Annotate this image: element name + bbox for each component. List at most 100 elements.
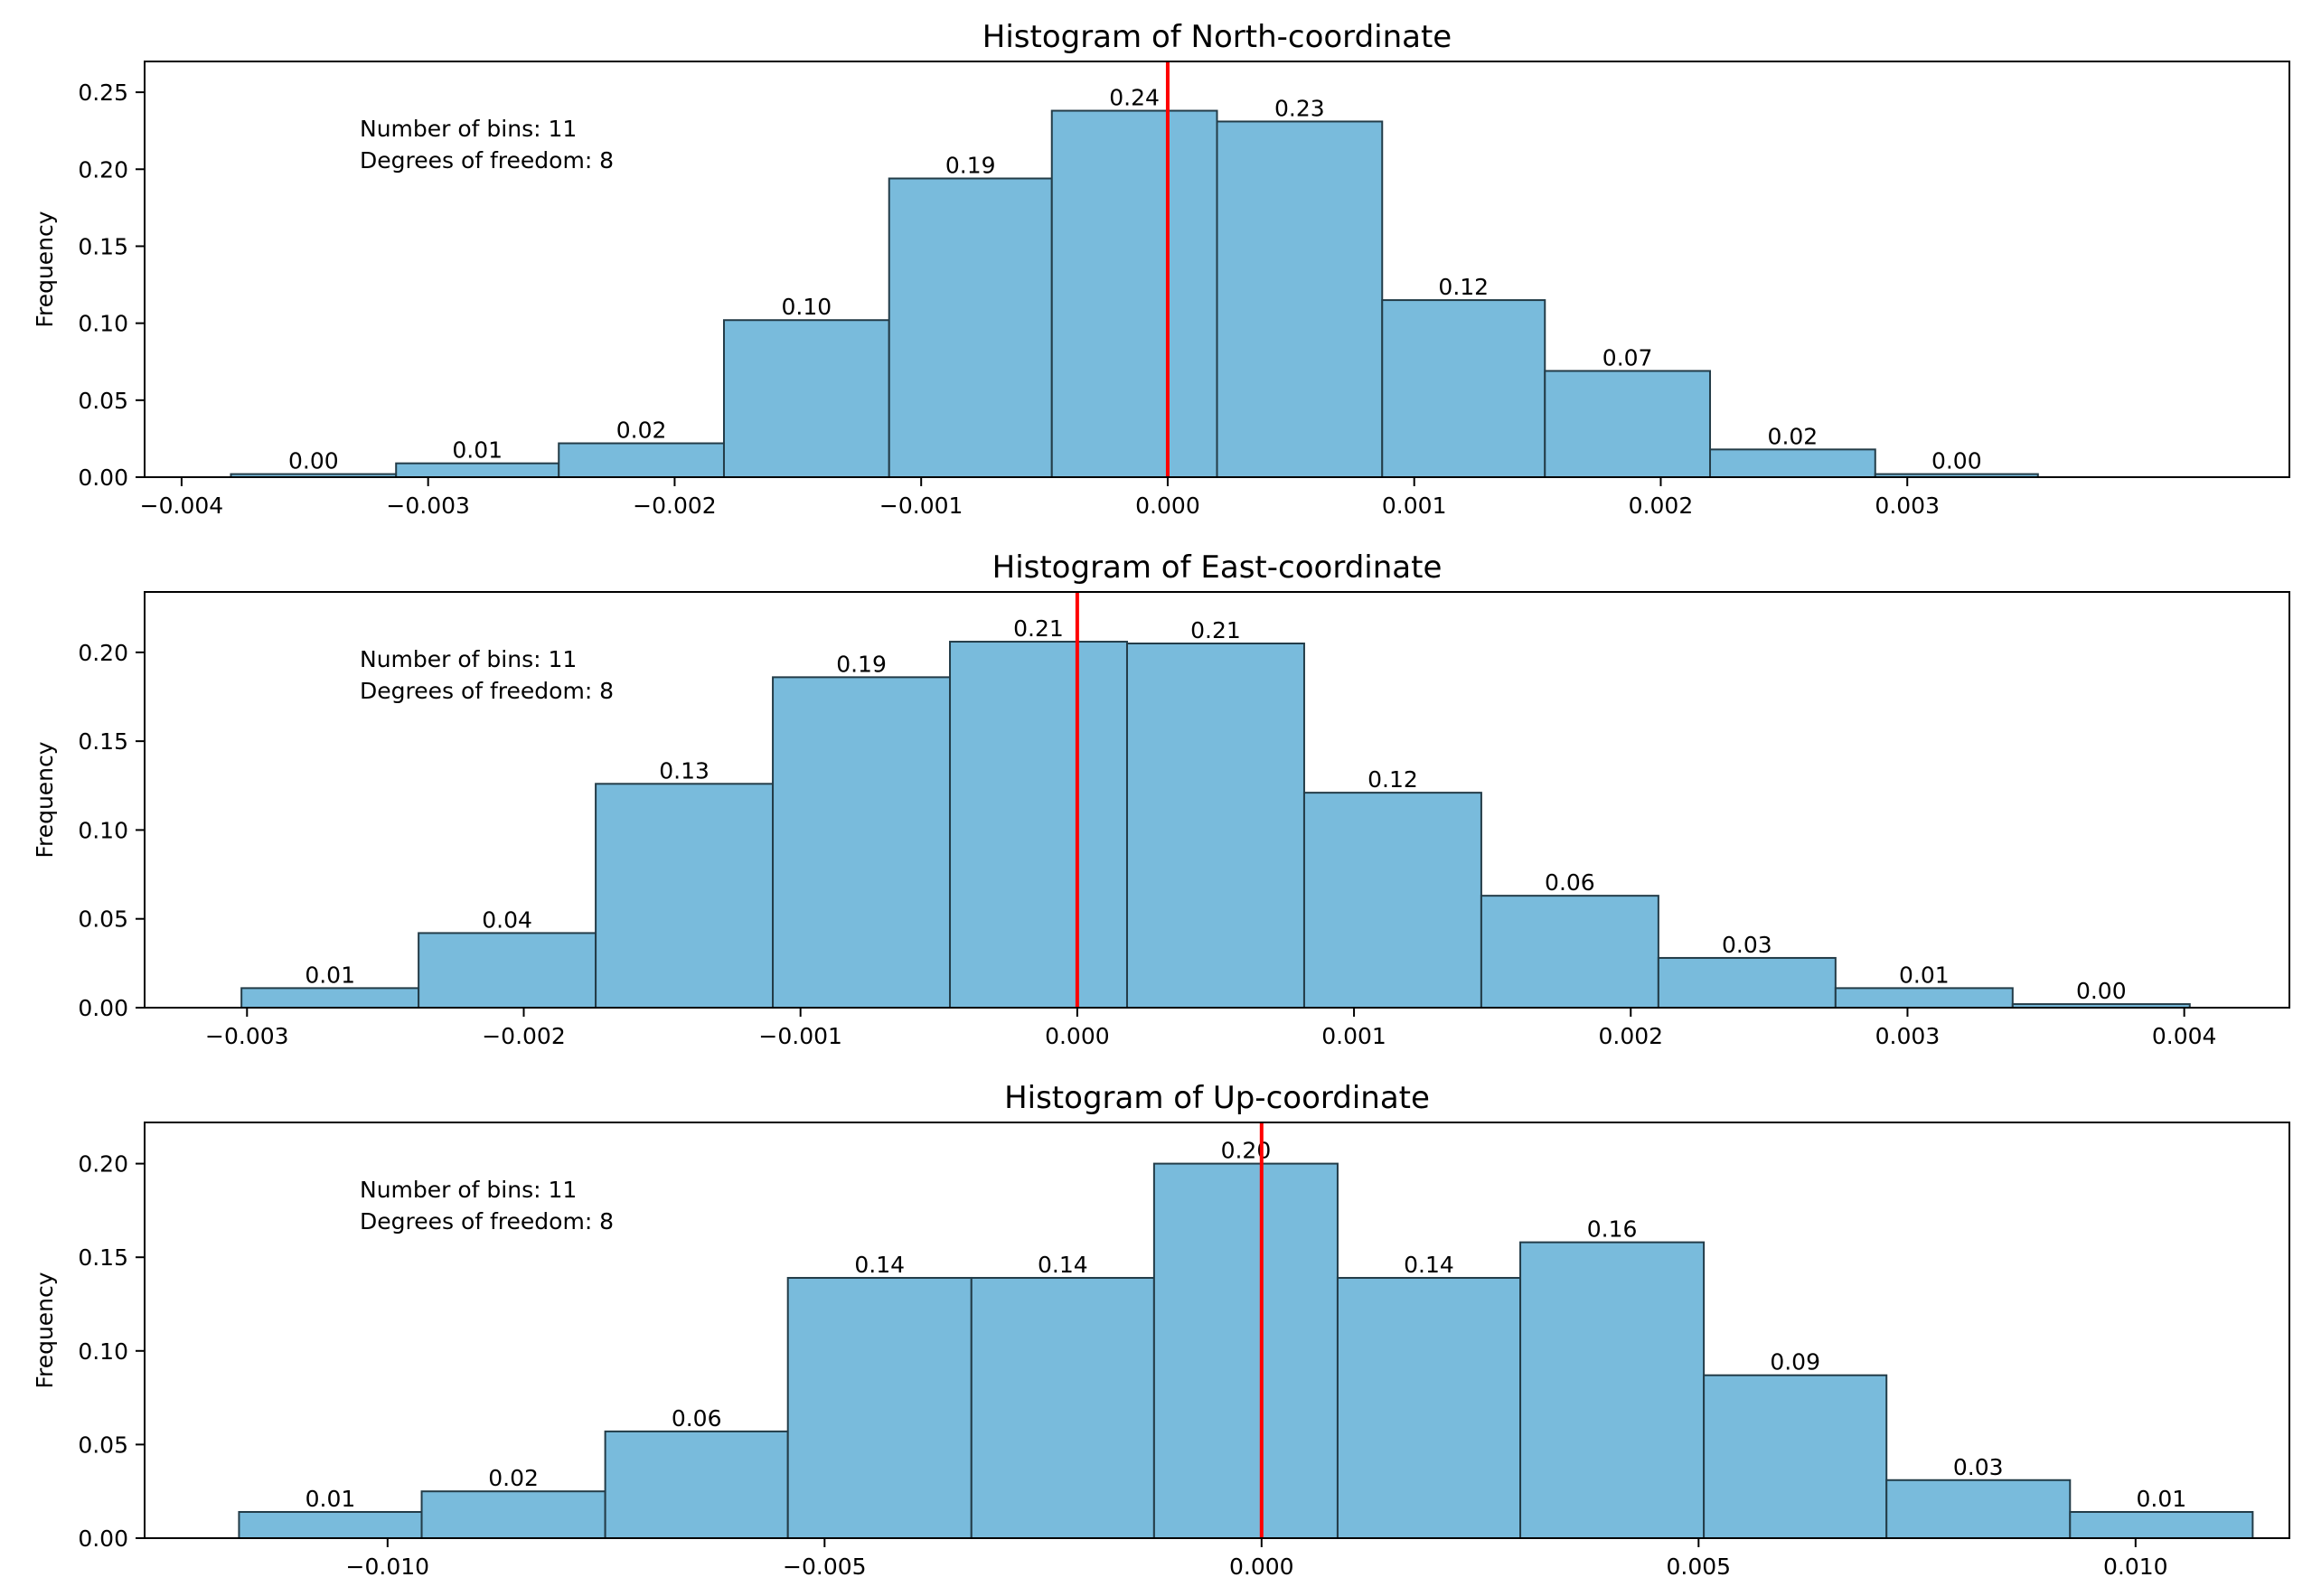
bar-value-label: 0.14 (854, 1252, 905, 1278)
y-axis-label: Frequency (32, 741, 58, 858)
annotation-text: Degrees of freedom: 8 (360, 1208, 614, 1235)
y-tick-label: 0.05 (78, 1432, 128, 1458)
bar-value-label: 0.14 (1404, 1252, 1454, 1278)
y-tick-label: 0.00 (78, 995, 128, 1021)
histogram-bar (418, 932, 597, 1009)
histogram-bar (420, 1490, 606, 1540)
histogram-bar (2069, 1510, 2254, 1539)
axes-frame (144, 1122, 2290, 1539)
bar-value-label: 0.00 (1931, 448, 1982, 474)
histogram-bar (1885, 1479, 2072, 1539)
histogram-bar (1544, 370, 1712, 479)
x-tick-label: 0.004 (2152, 1023, 2217, 1049)
y-tick-label: 0.20 (78, 156, 128, 183)
histogram-bar (1050, 109, 1218, 478)
histogram-bar (595, 783, 775, 1009)
bar-value-label: 0.13 (659, 757, 710, 784)
y-tick-label: 0.15 (78, 728, 128, 755)
bar-value-label: 0.03 (1953, 1454, 2004, 1480)
bar-value-label: 0.19 (836, 651, 887, 677)
histogram-bar (1709, 448, 1876, 479)
histogram-bar (240, 987, 420, 1009)
histogram-bar (786, 1276, 973, 1539)
y-axis-label: Frequency (32, 1272, 58, 1388)
bar-value-label: 0.01 (452, 437, 503, 464)
histogram-bar (949, 641, 1128, 1009)
y-tick-label: 0.20 (78, 1151, 128, 1178)
histogram-bar (1657, 956, 1837, 1009)
axes-frame (144, 61, 2290, 478)
histogram-bar (888, 177, 1053, 478)
histogram-bar (1519, 1241, 1706, 1540)
histogram-bar (772, 676, 952, 1009)
x-tick-label: 0.001 (1382, 493, 1447, 519)
x-tick-label: 0.002 (1629, 493, 1694, 519)
x-tick-label: 0.005 (1667, 1554, 1732, 1580)
histogram-bar (1125, 643, 1305, 1009)
x-tick-label: 0.000 (1229, 1554, 1294, 1580)
bar-value-label: 0.09 (1770, 1349, 1820, 1375)
annotation-text: Degrees of freedom: 8 (360, 678, 614, 704)
annotation-text: Number of bins: 11 (360, 1177, 577, 1203)
y-tick-label: 0.10 (78, 1338, 128, 1365)
x-tick-label: 0.010 (2103, 1554, 2168, 1580)
bar-value-label: 0.01 (2136, 1486, 2186, 1512)
histogram-bar (1381, 299, 1546, 478)
chart-title: Histogram of Up-coordinate (1004, 1080, 1430, 1116)
bar-value-label: 0.21 (1190, 617, 1241, 643)
bar-value-label: 0.03 (1722, 932, 1772, 958)
y-tick-label: 0.10 (78, 817, 128, 843)
chart-up: Histogram of Up-coordinateFrequency0.010… (32, 1080, 2290, 1580)
annotation-text: Degrees of freedom: 8 (360, 147, 614, 174)
x-tick-label: −0.005 (783, 1554, 867, 1580)
y-tick-label: 0.00 (78, 465, 128, 491)
histogram-bar (970, 1276, 1155, 1539)
bar-value-label: 0.16 (1587, 1216, 1638, 1243)
annotation-text: Number of bins: 11 (360, 116, 577, 142)
bar-value-label: 0.01 (1899, 962, 1950, 988)
histogram-bar (604, 1430, 789, 1539)
x-tick-label: 0.002 (1598, 1023, 1663, 1049)
x-tick-label: −0.001 (879, 493, 963, 519)
bar-value-label: 0.14 (1038, 1252, 1088, 1278)
x-tick-label: −0.001 (758, 1023, 842, 1049)
y-axis-label: Frequency (32, 211, 58, 327)
chart-title: Histogram of North-coordinate (982, 19, 1452, 55)
annotation-text: Number of bins: 11 (360, 646, 577, 672)
bar-value-label: 0.12 (1438, 274, 1489, 300)
bar-value-label: 0.19 (945, 152, 996, 178)
x-tick-label: 0.000 (1135, 493, 1200, 519)
histogram-bar (238, 1510, 423, 1539)
x-tick-label: 0.001 (1321, 1023, 1386, 1049)
bar-value-label: 0.02 (1768, 423, 1819, 449)
y-tick-label: 0.15 (78, 233, 128, 259)
chart-title: Histogram of East-coordinate (992, 549, 1443, 586)
chart-north: Histogram of North-coordinate Frequency 0.… (32, 19, 2290, 519)
histogram-bar (558, 442, 725, 479)
bar-value-label: 0.00 (288, 448, 339, 474)
axes-frame (144, 591, 2290, 1009)
histogram-bar (395, 462, 560, 479)
y-tick-label: 0.15 (78, 1244, 128, 1271)
bar-value-label: 0.01 (305, 1486, 356, 1512)
bar-value-label: 0.24 (1109, 85, 1160, 111)
y-tick-label: 0.05 (78, 906, 128, 933)
bar-value-label: 0.12 (1367, 766, 1418, 793)
bar-value-label: 0.01 (305, 962, 355, 988)
bar-value-label: 0.23 (1274, 95, 1325, 121)
histogram-bar (1216, 120, 1384, 478)
x-tick-label: −0.002 (633, 493, 717, 519)
x-tick-label: −0.010 (346, 1554, 430, 1580)
histogram-bar (1336, 1276, 1522, 1539)
x-tick-label: 0.000 (1045, 1023, 1110, 1049)
x-tick-label: −0.003 (386, 493, 470, 519)
histogram-bar (1302, 792, 1482, 1009)
bar-value-label: 0.07 (1602, 344, 1653, 371)
y-tick-label: 0.00 (78, 1526, 128, 1552)
bar-value-label: 0.06 (672, 1405, 722, 1432)
x-tick-label: −0.004 (140, 493, 224, 519)
x-tick-label: −0.002 (482, 1023, 566, 1049)
chart-east: Histogram of East-coordinate Frequency 0.0… (32, 549, 2290, 1049)
x-tick-label: 0.003 (1875, 493, 1940, 519)
bar-value-label: 0.20 (1221, 1138, 1272, 1164)
